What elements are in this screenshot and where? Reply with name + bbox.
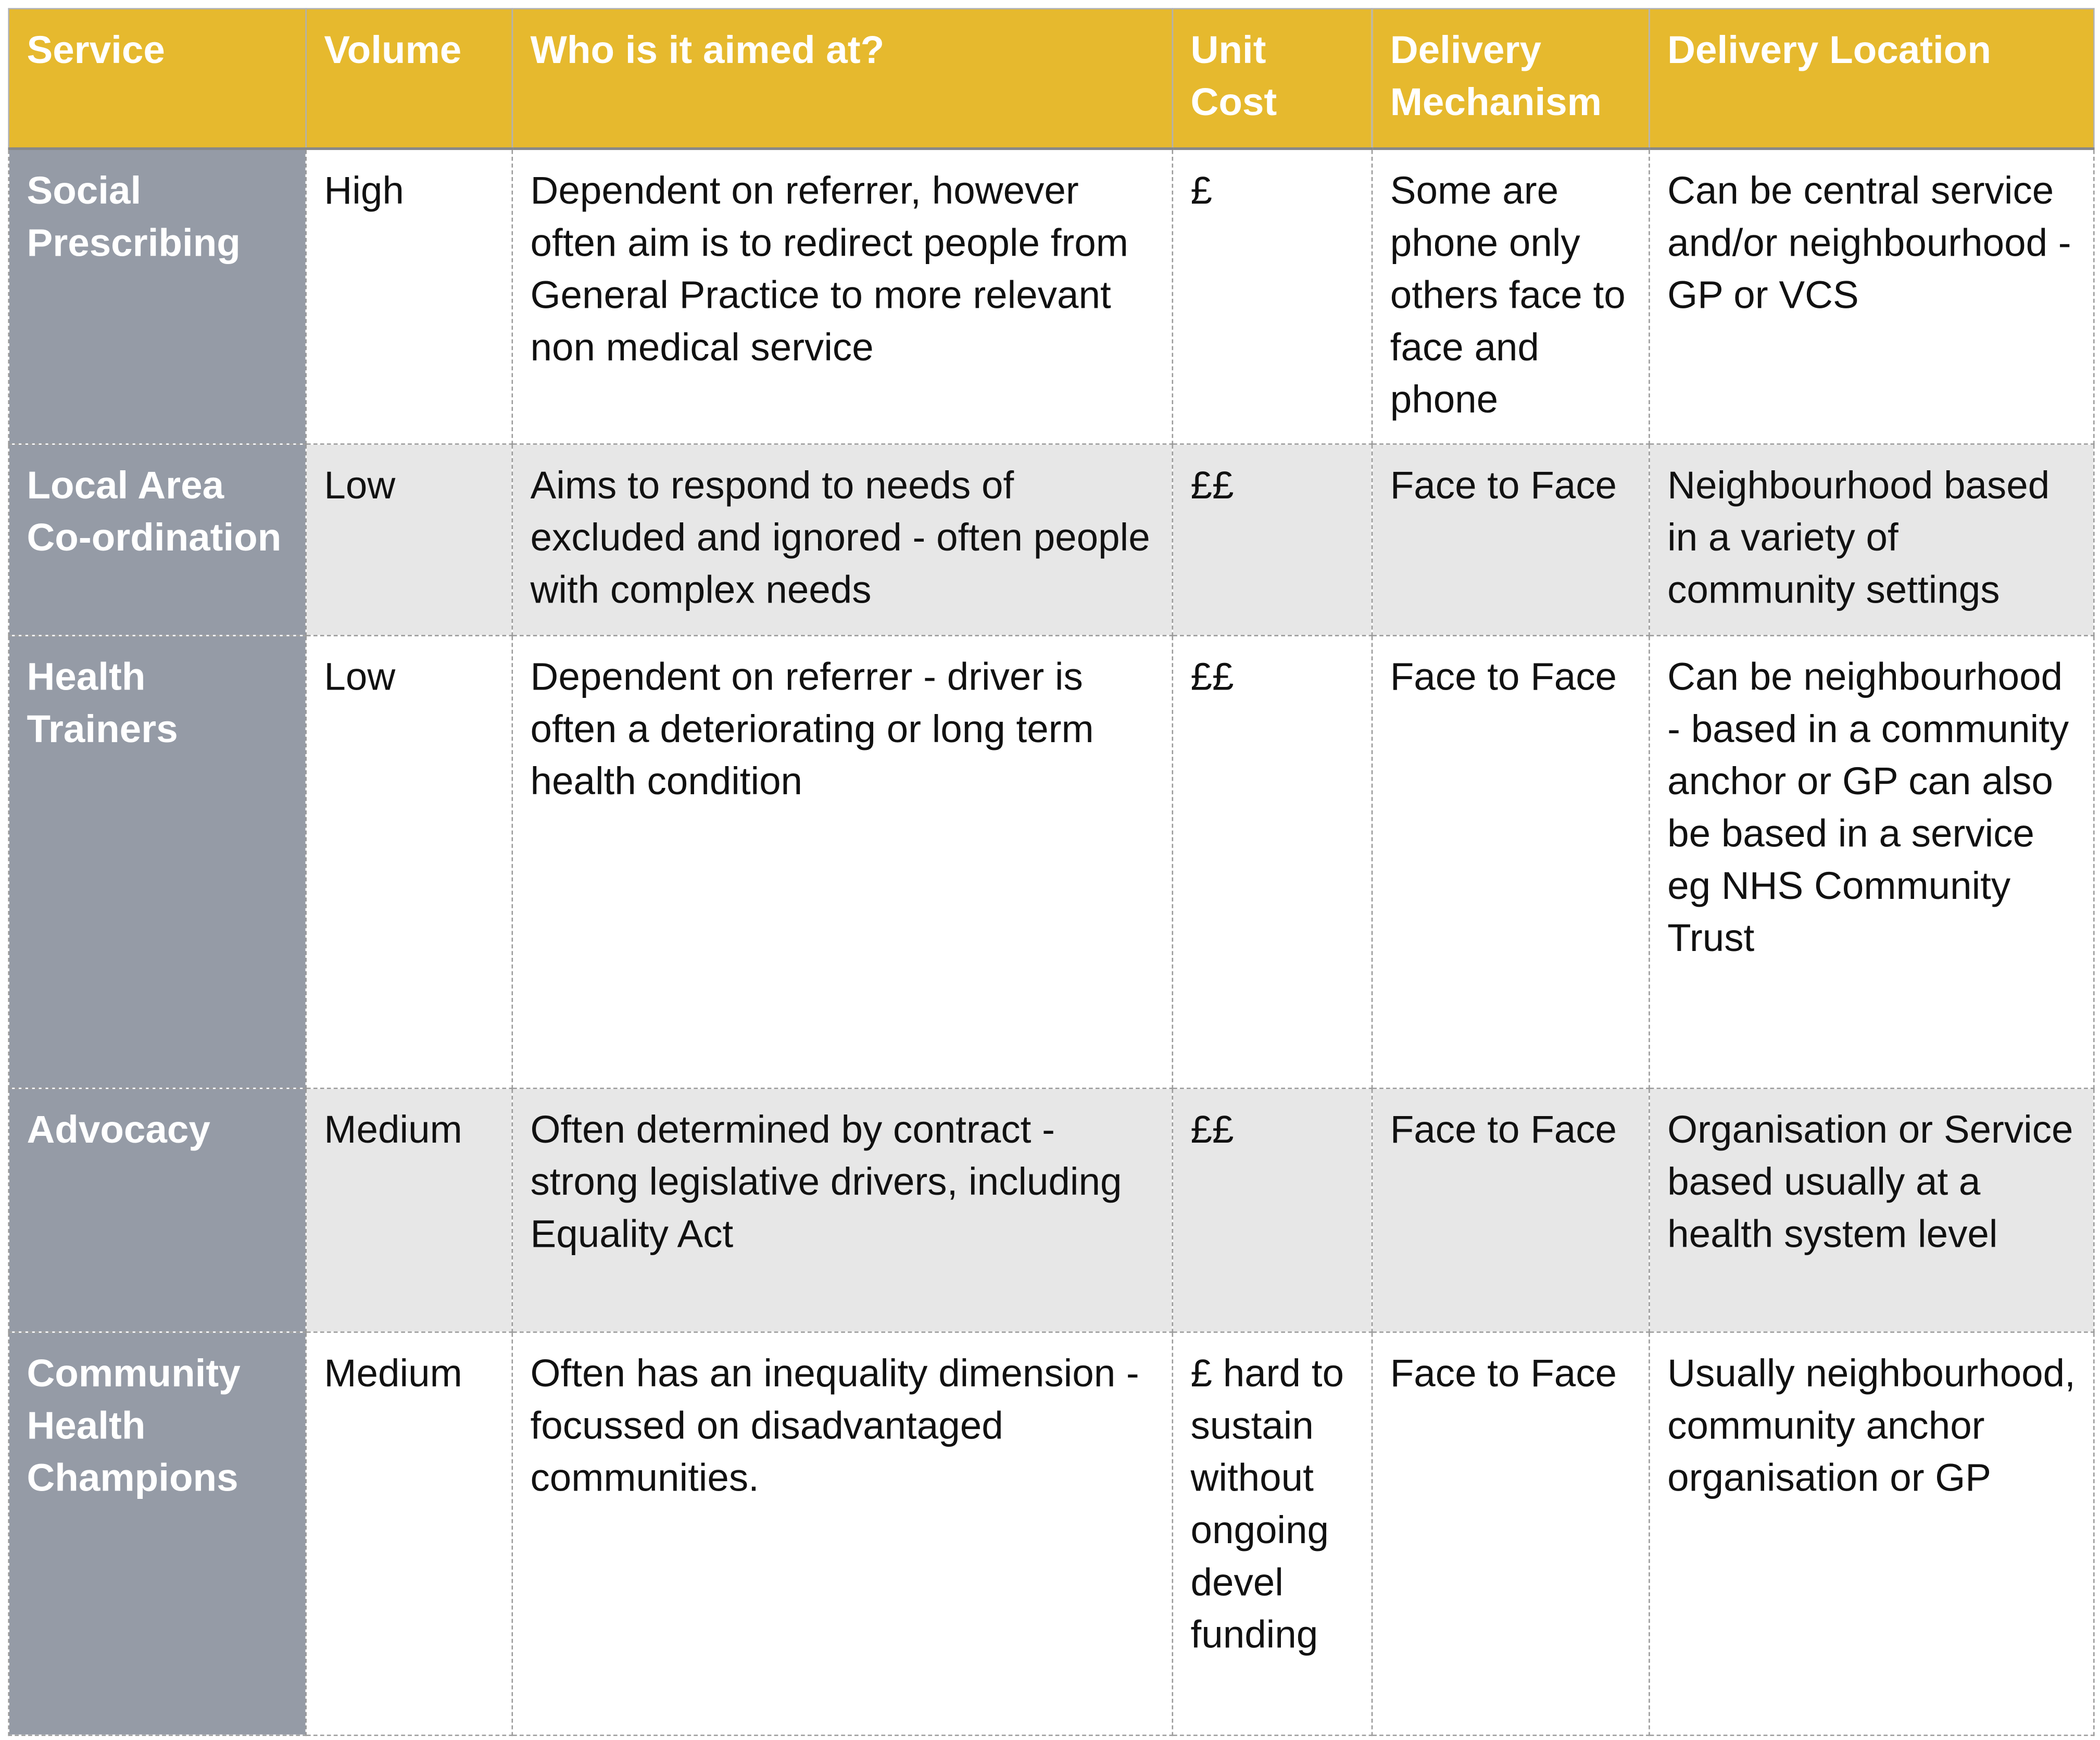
column-header: Who is it aimed at? — [511, 8, 1174, 149]
table-row: Social Prescribing High Dependent on refer… — [8, 147, 2095, 445]
table-row: Advocacy Medium Often determined by contra… — [8, 1087, 2095, 1333]
table-cell: Medium — [305, 1331, 513, 1736]
table-cell: Organisation or Service based usually at… — [1649, 1087, 2095, 1333]
header-row: Service Volume Who is it aimed at? Unit Cos… — [8, 8, 2095, 149]
table-cell: Face to Face — [1371, 443, 1650, 636]
table-cell: Some are phone only others face to face … — [1371, 147, 1650, 445]
column-header: Unit Cost — [1172, 8, 1373, 149]
table-cell: Often has an inequality dimension - focu… — [511, 1331, 1174, 1736]
services-table: Service Volume Who is it aimed at? Unit Cos… — [8, 8, 2095, 1736]
table-cell: Face to Face — [1371, 1087, 1650, 1333]
table-cell: ££ — [1172, 443, 1373, 636]
table-cell: Face to Face — [1371, 1331, 1650, 1736]
column-header: Volume — [305, 8, 513, 149]
table-cell: Neighbourhood based in a variety of comm… — [1649, 443, 2095, 636]
table-body: Social Prescribing High Dependent on refer… — [8, 147, 2095, 1736]
table-cell: Low — [305, 635, 513, 1090]
table-cell: Often determined by contract - strong le… — [511, 1087, 1174, 1333]
table-cell: £ hard to sustain without ongoing devel … — [1172, 1331, 1373, 1736]
table-cell: Can be neighbourhood - based in a commun… — [1649, 635, 2095, 1090]
table-row: Health Trainers Low Dependent on referrer … — [8, 635, 2095, 1090]
column-header: Service — [8, 8, 307, 149]
table-row: Local Area Co-ordination Low Aims to respo… — [8, 443, 2095, 636]
table-cell: ££ — [1172, 635, 1373, 1090]
table-cell: £ — [1172, 147, 1373, 445]
table-cell: Can be central service and/or neighbourh… — [1649, 147, 2095, 445]
row-header: Social Prescribing — [8, 147, 307, 445]
table-cell: Face to Face — [1371, 635, 1650, 1090]
row-header: Health Trainers — [8, 635, 307, 1090]
table-cell: Dependent on referrer, however often aim… — [511, 147, 1174, 445]
row-header: Local Area Co-ordination — [8, 443, 307, 636]
table-cell: Usually neighbourhood, community anchor … — [1649, 1331, 2095, 1736]
table-row: Community Health Champions Medium Often ha… — [8, 1331, 2095, 1736]
table-cell: Dependent on referrer - driver is often … — [511, 635, 1174, 1090]
table-cell: Low — [305, 443, 513, 636]
column-header: Delivery Mechanism — [1371, 8, 1650, 149]
table-cell: ££ — [1172, 1087, 1373, 1333]
row-header: Community Health Champions — [8, 1331, 307, 1736]
table-cell: High — [305, 147, 513, 445]
row-header: Advocacy — [8, 1087, 307, 1333]
table-cell: Medium — [305, 1087, 513, 1333]
table-cell: Aims to respond to needs of excluded and… — [511, 443, 1174, 636]
column-header: Delivery Location — [1649, 8, 2095, 149]
